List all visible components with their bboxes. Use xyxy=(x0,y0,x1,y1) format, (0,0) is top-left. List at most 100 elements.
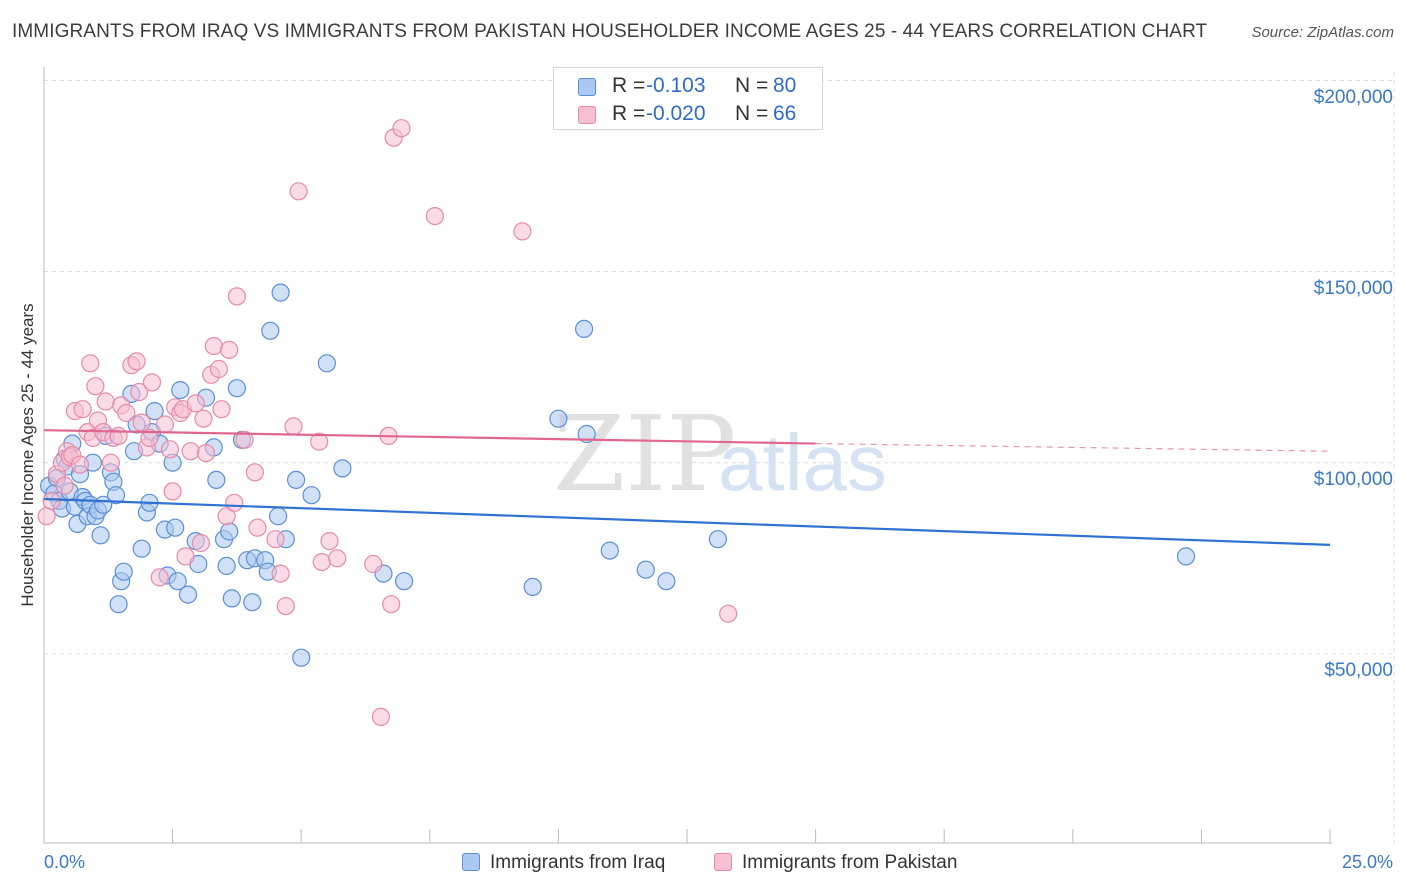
data-point xyxy=(523,577,542,597)
data-point xyxy=(425,207,444,226)
data-point xyxy=(333,459,352,478)
legend-label-pakistan: Immigrants from Pakistan xyxy=(742,852,958,873)
trend-line-pakistan-extension xyxy=(815,442,1331,452)
data-point xyxy=(235,430,254,449)
data-point xyxy=(91,526,110,545)
legend-item-pakistan[interactable]: Immigrants from Pakistan xyxy=(714,852,957,874)
legend-row-pakistan: R = -0.020 N = 66 xyxy=(554,100,822,130)
x-tick-label-min: 0.0% xyxy=(44,852,86,872)
data-point xyxy=(178,585,198,604)
data-point xyxy=(186,394,205,413)
y-tick-label-200k: $200,000 xyxy=(1313,87,1393,108)
data-point xyxy=(209,359,228,379)
r-label: R = xyxy=(612,102,646,125)
axes xyxy=(43,67,1332,844)
data-point xyxy=(191,533,210,553)
legend-item-iraq[interactable]: Immigrants from Iraq xyxy=(462,852,665,874)
watermark-atlas: atlas xyxy=(718,418,887,507)
data-point xyxy=(276,596,295,616)
data-point xyxy=(176,547,195,566)
data-point xyxy=(574,319,594,338)
data-point xyxy=(109,595,128,614)
legend-swatch-iraq xyxy=(462,853,480,871)
data-point xyxy=(181,442,200,461)
source-credit: Source: ZipAtlas.com xyxy=(1251,24,1394,41)
data-point xyxy=(227,379,246,398)
data-point xyxy=(106,486,126,505)
data-point xyxy=(317,354,336,373)
data-point xyxy=(549,409,568,428)
data-point xyxy=(140,428,159,447)
data-point xyxy=(719,604,738,623)
data-point xyxy=(395,572,414,591)
data-point xyxy=(212,400,231,419)
n-label: N = xyxy=(735,74,769,97)
data-point xyxy=(284,417,303,436)
data-point xyxy=(114,562,133,581)
data-point xyxy=(220,522,239,541)
legend-swatch-pakistan xyxy=(714,853,732,871)
x-tick-label-max: 25.0% xyxy=(1341,852,1393,872)
data-point xyxy=(73,400,92,419)
data-point xyxy=(271,283,290,302)
data-point xyxy=(292,648,311,667)
trend-lines xyxy=(43,429,1331,546)
data-point xyxy=(217,556,236,576)
legend-swatch-iraq xyxy=(578,78,596,96)
data-point xyxy=(127,352,146,371)
data-point xyxy=(328,549,347,568)
data-point xyxy=(194,409,213,428)
data-point xyxy=(220,340,239,359)
data-point xyxy=(657,572,676,591)
data-point xyxy=(302,486,321,505)
data-point xyxy=(1176,547,1196,566)
data-point xyxy=(513,222,532,241)
data-point xyxy=(155,415,174,434)
data-point xyxy=(289,182,308,201)
data-point xyxy=(166,518,185,537)
y-axis-label: Householder Income Ages 25 - 44 years xyxy=(18,303,37,607)
data-point xyxy=(248,518,267,537)
chart-title: IMMIGRANTS FROM IRAQ VS IMMIGRANTS FROM … xyxy=(12,21,1208,42)
data-point xyxy=(42,491,61,510)
data-point xyxy=(81,354,100,373)
data-point xyxy=(320,531,339,551)
y-tick-label-50k: $50,000 xyxy=(1324,660,1393,681)
data-point xyxy=(364,554,383,574)
data-point xyxy=(245,463,264,482)
data-point xyxy=(243,593,262,612)
y-tick-label-150k: $150,000 xyxy=(1313,278,1393,299)
y-tick-label-100k: $100,000 xyxy=(1313,469,1393,490)
data-point xyxy=(160,440,180,459)
data-point xyxy=(132,539,151,558)
legend-swatch-pakistan xyxy=(578,106,596,124)
data-point xyxy=(269,507,288,526)
watermark-zip: ZIP xyxy=(553,393,736,515)
data-point xyxy=(217,507,236,526)
data-point xyxy=(101,453,121,472)
correlation-legend: R = -0.103 N = 80 R = -0.020 N = 66 xyxy=(553,67,823,130)
data-point xyxy=(310,432,329,451)
data-point xyxy=(70,455,90,474)
data-point xyxy=(117,403,136,423)
r-value-pakistan: -0.020 xyxy=(646,102,706,125)
data-point xyxy=(37,507,56,526)
data-point xyxy=(196,444,216,463)
data-point xyxy=(382,595,401,614)
n-label: N = xyxy=(735,102,769,125)
data-point xyxy=(222,589,241,608)
data-point xyxy=(271,564,290,583)
data-point xyxy=(261,321,280,340)
data-point xyxy=(371,707,390,727)
data-point xyxy=(312,552,331,572)
data-point xyxy=(55,476,74,495)
data-point xyxy=(132,413,151,432)
data-point xyxy=(142,373,162,392)
trend-line-pakistan xyxy=(43,429,816,445)
data-point xyxy=(577,424,596,444)
data-point xyxy=(150,568,169,587)
data-point xyxy=(392,119,411,138)
n-value-pakistan: 66 xyxy=(773,102,797,125)
data-point xyxy=(145,402,164,421)
